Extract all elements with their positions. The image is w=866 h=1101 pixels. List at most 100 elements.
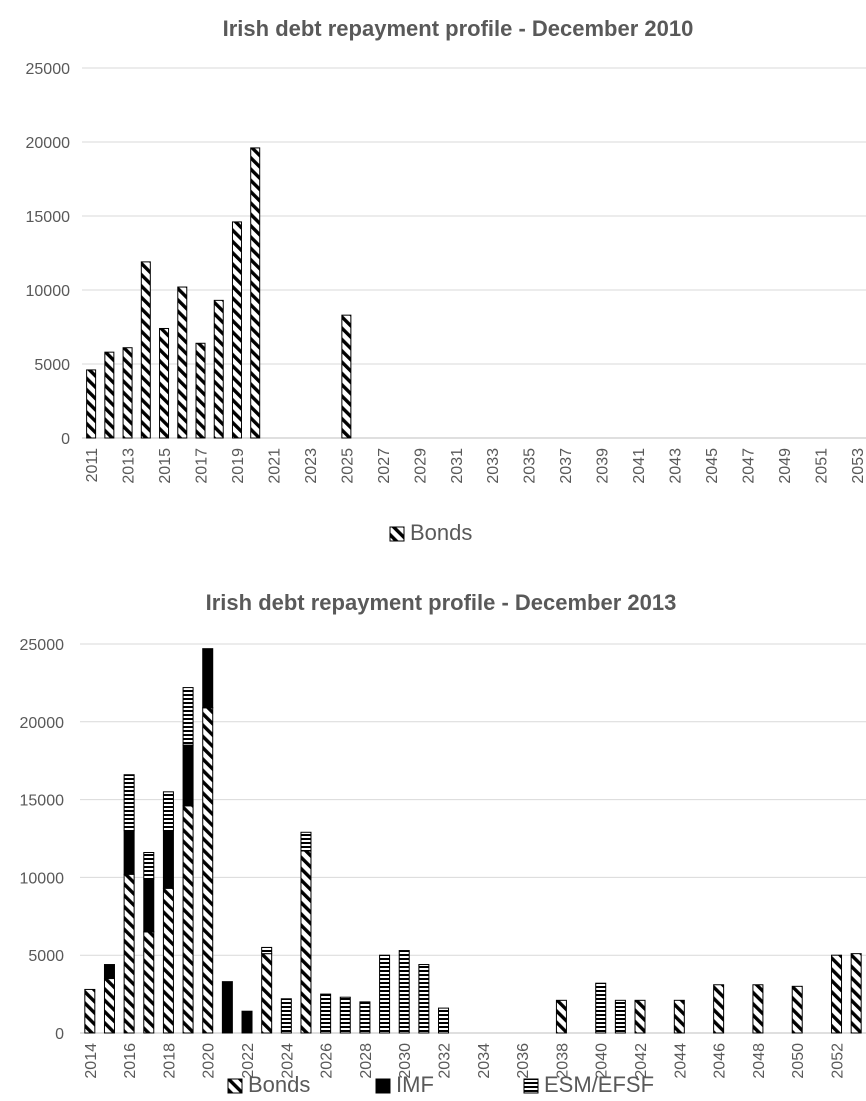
y-tick-label: 15000 (26, 209, 71, 226)
bar-esm-efsf-2017 (143, 852, 155, 880)
bar-bonds-2025 (341, 314, 352, 439)
y-tick-label: 5000 (34, 357, 70, 374)
legend-swatch (523, 1078, 539, 1094)
bar-esm-efsf-2029 (379, 954, 391, 1034)
x-tick-label: 2016 (122, 1043, 139, 1079)
x-tick-label: 2027 (376, 448, 393, 484)
x-tick-label: 2045 (704, 448, 721, 484)
x-tick-label: 2047 (740, 448, 757, 484)
bar-esm-efsf-2027 (339, 996, 351, 1034)
bar-bonds-2012 (104, 351, 115, 439)
x-tick-label: 2038 (554, 1043, 571, 1079)
y-tick-label: 0 (55, 1026, 64, 1043)
legend-label: Bonds (248, 1072, 310, 1097)
x-tick-label: 2029 (412, 448, 429, 484)
x-tick-label: 2042 (633, 1043, 650, 1079)
bar-bonds-2016 (177, 286, 188, 439)
chart-title: Irish debt repayment profile - December … (223, 16, 694, 41)
bar-bonds-2044 (673, 999, 685, 1034)
bar-bonds-2050 (791, 985, 803, 1034)
bar-esm-efsf-2025 (300, 831, 312, 852)
x-tick-label: 2036 (515, 1043, 532, 1079)
x-tick-label: 2032 (437, 1043, 454, 1079)
bar-bonds-2018 (162, 887, 174, 1034)
x-tick-label: 2040 (594, 1043, 611, 1079)
x-tick-label: 2049 (777, 448, 794, 484)
y-tick-label: 0 (61, 431, 70, 448)
bar-imf-2018 (162, 830, 174, 889)
bar-bonds-2053 (850, 953, 862, 1034)
y-tick-label: 25000 (20, 637, 65, 654)
bar-bonds-2046 (713, 984, 725, 1034)
x-tick-label: 2050 (790, 1043, 807, 1079)
bar-bonds-2038 (555, 999, 567, 1034)
x-tick-label: 2019 (230, 448, 247, 484)
bar-bonds-2015 (159, 327, 170, 439)
bar-bonds-2014 (140, 261, 151, 439)
bar-bonds-2013 (122, 347, 133, 439)
x-tick-label: 2053 (850, 448, 866, 484)
x-tick-label: 2051 (813, 448, 830, 484)
chart-2010-svg: Irish debt repayment profile - December … (26, 16, 866, 545)
bar-bonds-2020 (202, 707, 214, 1034)
chart-2013: Irish debt repayment profile - December … (0, 570, 866, 1101)
bar-bonds-2011 (86, 369, 97, 439)
bar-imf-2020 (202, 648, 214, 709)
bar-esm-efsf-2023 (261, 946, 273, 955)
bar-bonds-2018 (213, 299, 224, 439)
x-tick-label: 2026 (319, 1043, 336, 1079)
x-tick-label: 2022 (240, 1043, 257, 1079)
x-tick-label: 2041 (631, 448, 648, 484)
chart-title: Irish debt repayment profile - December … (206, 590, 677, 615)
x-tick-label: 2018 (161, 1043, 178, 1079)
x-tick-label: 2015 (157, 448, 174, 484)
x-tick-label: 2039 (595, 448, 612, 484)
bar-bonds-2019 (182, 805, 194, 1034)
y-tick-label: 15000 (20, 793, 65, 810)
bar-imf-2017 (143, 878, 155, 933)
bar-esm-efsf-2024 (280, 998, 292, 1034)
bar-esm-efsf-2040 (595, 982, 607, 1034)
x-tick-label: 2044 (672, 1043, 689, 1079)
x-tick-label: 2024 (279, 1043, 296, 1079)
bar-bonds-2052 (831, 954, 843, 1034)
bar-esm-efsf-2016 (123, 774, 135, 832)
x-tick-label: 2028 (358, 1043, 375, 1079)
bar-imf-2019 (182, 744, 194, 807)
x-tick-label: 2017 (194, 448, 211, 484)
legend-label: ESM/EFSF (544, 1072, 654, 1097)
bar-esm-efsf-2028 (359, 1001, 371, 1034)
bar-bonds-2014 (84, 988, 96, 1034)
bar-bonds-2025 (300, 850, 312, 1034)
bar-bonds-2023 (261, 953, 273, 1034)
x-tick-label: 2023 (303, 448, 320, 484)
legend-swatch (389, 526, 405, 542)
bar-esm-efsf-2019 (182, 687, 194, 746)
x-tick-label: 2013 (121, 448, 138, 484)
bar-bonds-2048 (752, 984, 764, 1034)
bar-esm-efsf-2026 (320, 993, 332, 1034)
x-tick-label: 2014 (83, 1043, 100, 1079)
bar-esm-efsf-2032 (438, 1007, 450, 1034)
bar-imf-2016 (123, 830, 135, 875)
bar-imf-2021 (221, 981, 233, 1034)
y-tick-label: 25000 (26, 61, 71, 78)
y-tick-label: 20000 (20, 715, 65, 732)
legend-label: Bonds (410, 520, 472, 545)
bar-bonds-2015 (103, 978, 115, 1034)
bar-bonds-2042 (634, 999, 646, 1034)
bar-bonds-2020 (250, 147, 261, 439)
legend: Bonds (389, 520, 472, 545)
legend-label: IMF (396, 1072, 434, 1097)
bar-esm-efsf-2018 (162, 791, 174, 832)
legend-swatch (227, 1078, 243, 1094)
bar-bonds-2016 (123, 873, 135, 1034)
y-tick-label: 10000 (20, 870, 65, 887)
y-tick-label: 5000 (28, 948, 64, 965)
x-tick-label: 2025 (339, 448, 356, 484)
x-tick-label: 2021 (266, 448, 283, 484)
legend-swatch (375, 1078, 391, 1094)
legend: Bonds IMF ESM/EFSF (227, 1072, 654, 1097)
x-tick-label: 2048 (751, 1043, 768, 1079)
bar-esm-efsf-2030 (398, 950, 410, 1034)
